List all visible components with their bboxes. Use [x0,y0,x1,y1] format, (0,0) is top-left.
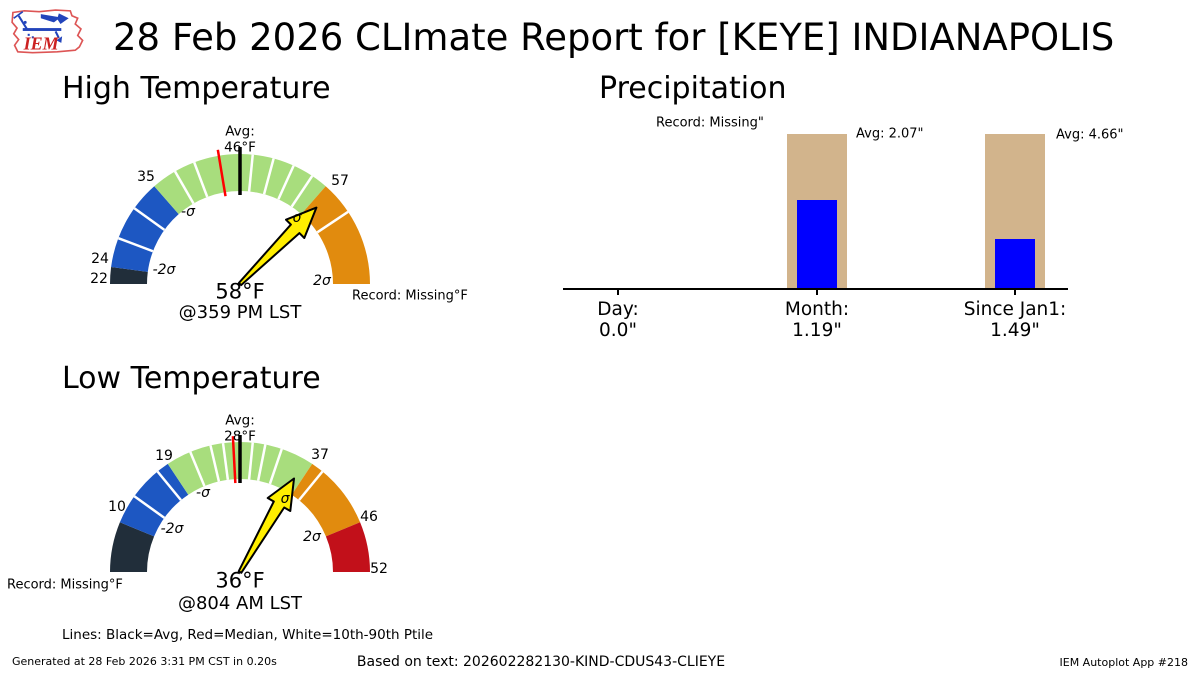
high-temp-gauge-label-8: -2σ [152,262,176,278]
low-temp-gauge-label-1: 28°F [224,428,256,445]
high-temp-gauge-label-4: 24 [91,251,109,267]
high-temp-gauge-label-3: 57 [331,173,349,189]
precip-label-5: Month: [784,298,850,320]
precip-label-2: Avg: 4.66" [1056,127,1124,143]
low-temp-gauge-label-11: 36°F [215,568,265,593]
median-line [216,149,227,197]
gauge-segment-orange [291,463,361,537]
precip-label-6: 1.19" [792,319,842,341]
ptile-line [268,448,283,485]
precip-label-3: Day: [597,298,639,320]
ptile-line [247,442,254,480]
axis-tick-2 [1014,290,1016,295]
iem-logo: IEM [11,9,84,54]
weather-vane-icon [13,11,69,43]
low-temp-gauge-label-4: 10 [108,499,126,515]
ptile-line [133,495,166,519]
section-title-precipitation: Precipitation [599,71,787,106]
gauge-segment-blue [119,463,189,537]
high-temp-gauge-label-6: -σ [181,204,195,220]
low-temp-gauge-label-3: 37 [311,447,329,463]
low-temp-gauge-label-10: 2σ [303,529,321,545]
low-temp-gauge-label-9: -2σ [160,521,184,537]
page-title: 28 Feb 2026 CLImate Report for [KEYE] IN… [113,16,1115,59]
high-temp-gauge [109,147,370,287]
section-title-high-temperature: High Temperature [62,71,331,106]
app-credit: IEM Autoplot App #218 [1059,656,1189,669]
generated-timestamp: Generated at 28 Feb 2026 3:31 PM CST in … [12,655,277,668]
ptile-line [133,207,166,231]
low-temp-gauge-label-8: σ [280,491,290,507]
precip-label-1: Avg: 2.07" [856,126,924,142]
ptile-line [316,210,349,234]
high-temp-gauge-label-12: Record: Missing°F [352,288,468,304]
ptile-line [117,237,154,253]
low-temp-gauge-label-2: 19 [155,448,173,464]
ptile-line [189,451,206,487]
low-temp-gauge-label-0: Avg: [225,412,255,429]
ptile-line [298,470,324,501]
value-bar-2 [995,239,1035,289]
ptile-line [277,165,295,200]
high-temp-gauge-label-0: Avg: [225,123,255,140]
precip-label-7: Since Jan1: [963,298,1067,320]
gauge-needle [237,206,318,287]
ptile-line [290,175,314,208]
ptile-line [256,444,267,482]
ptile-line [262,158,275,195]
precip-label-8: 1.49" [990,319,1040,341]
precip-label-0: Record: Missing" [656,115,764,131]
high-temp-gauge-label-9: 2σ [313,273,331,289]
median-line [231,436,237,484]
gauge-segment-orange [301,186,370,284]
precip-label-4: 0.0" [599,319,637,341]
low-temp-gauge-label-12: @804 AM LST [177,593,303,614]
legend-note: Lines: Black=Avg, Red=Median, White=10th… [62,627,434,643]
gauge-needle [237,477,295,574]
high-temp-gauge-label-11: @359 PM LST [178,302,302,323]
low-temp-gauge [110,435,370,574]
source-product-text: Based on text: 202602282130-KIND-CDUS43-… [356,654,726,670]
high-temp-gauge-label-10: 58°F [215,279,265,304]
axis-tick-1 [816,290,818,295]
ptile-line [193,161,209,198]
ptile-line [247,154,254,192]
high-temp-gauge-label-2: 35 [137,169,155,185]
ptile-line [156,470,182,501]
ptile-line [173,170,195,205]
low-temp-gauge-label-7: -σ [196,485,210,501]
high-temp-gauge-label-1: 46°F [224,139,256,156]
gauge-segment-red [325,522,370,572]
x-axis [563,288,1068,290]
value-bar-1 [797,200,837,289]
gauge-segment-dark [110,522,155,572]
section-title-low-temperature: Low Temperature [62,361,321,396]
high-temp-gauge-label-5: 22 [90,271,108,287]
ptile-line [221,442,230,480]
low-temp-gauge-label-13: Record: Missing°F [7,577,123,593]
low-temp-gauge-label-6: 52 [370,561,388,577]
low-temp-gauge-label-5: 46 [360,509,378,525]
ptile-line [209,445,221,482]
iem-logo-text: IEM [23,33,60,53]
high-temp-gauge-label-7: σ [292,210,302,226]
axis-tick-0 [617,290,619,295]
gauge-segment-dark [109,267,148,284]
gauge-segment-blue [111,186,179,272]
